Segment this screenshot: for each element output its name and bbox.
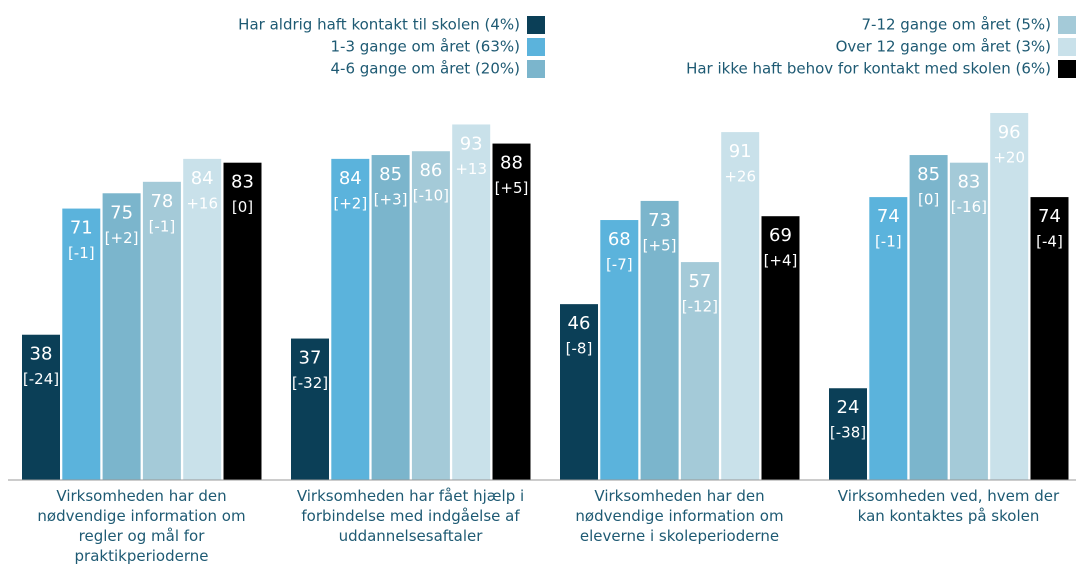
bar [102, 193, 141, 480]
bar [22, 334, 60, 480]
legend-label: 7-12 gange om året (5%) [861, 16, 1051, 34]
bar [640, 200, 679, 480]
legend-swatch [527, 38, 545, 56]
change-label: +13 [455, 160, 487, 178]
bar [331, 158, 370, 481]
change-label: [0] [232, 198, 253, 216]
bar [829, 388, 867, 480]
change-label: [-38] [830, 424, 866, 442]
x-tick-label: Virksomheden har den nødvendige informat… [575, 487, 784, 545]
legend-swatch [527, 60, 545, 78]
change-label: [-16] [951, 198, 987, 216]
change-label: [0] [918, 191, 939, 209]
change-label: [+5] [643, 236, 677, 254]
value-label: 78 [150, 191, 173, 212]
legend-swatch [527, 16, 545, 34]
bar [949, 162, 988, 481]
legend-label: Har ikke haft behov for kontakt med skol… [686, 60, 1051, 78]
bar [291, 338, 329, 480]
value-label: 46 [568, 313, 591, 334]
value-label: 96 [998, 122, 1021, 143]
x-tick-label: Virksomheden har den nødvendige informat… [37, 487, 246, 565]
bar [452, 124, 491, 480]
x-tick-label: Virksomheden ved, hvem der kan kontaktes… [837, 487, 1060, 525]
change-label: [-4] [1036, 233, 1063, 251]
legend-swatch [1058, 16, 1076, 34]
legend-swatch [1058, 60, 1076, 78]
x-tick-label: Virksomheden har fået hjælp i forbindels… [296, 487, 525, 545]
bar [223, 162, 262, 481]
bar [411, 151, 450, 481]
value-label: 38 [30, 344, 53, 365]
bar [1030, 197, 1069, 480]
change-label: [+3] [374, 191, 408, 209]
bar [492, 143, 531, 481]
legend-swatch [1058, 38, 1076, 56]
value-label: 91 [729, 141, 752, 162]
bar [560, 304, 598, 480]
value-label: 57 [688, 271, 711, 292]
change-label: [+2] [333, 194, 367, 212]
value-label: 24 [837, 397, 860, 418]
change-label: [+5] [495, 179, 529, 197]
value-label: 37 [299, 348, 322, 369]
change-label: [-32] [292, 374, 328, 392]
change-label: [-8] [566, 340, 593, 358]
bar [721, 132, 760, 480]
bar [990, 112, 1029, 480]
value-label: 69 [769, 225, 792, 246]
value-label: 84 [191, 168, 214, 189]
value-label: 74 [877, 206, 900, 227]
change-label: [-10] [413, 187, 449, 205]
change-label: [+4] [764, 252, 798, 270]
change-label: [-24] [23, 370, 59, 388]
legend-label: 4-6 gange om året (20%) [330, 60, 520, 78]
bar [62, 208, 101, 480]
bar [600, 220, 639, 480]
change-label: [-7] [606, 256, 633, 274]
bar [142, 181, 181, 480]
value-label: 71 [70, 218, 93, 239]
legend-label: Har aldrig haft kontakt til skolen (4%) [238, 16, 520, 34]
bar [869, 197, 908, 480]
change-label: [-12] [682, 298, 718, 316]
bar [909, 155, 948, 481]
value-label: 84 [339, 168, 362, 189]
change-label: [-1] [149, 217, 176, 235]
value-label: 85 [379, 164, 402, 185]
value-label: 85 [917, 164, 940, 185]
value-label: 86 [419, 160, 442, 181]
bar [183, 158, 222, 481]
change-label: [-1] [875, 233, 902, 251]
value-label: 68 [608, 229, 631, 250]
value-label: 73 [648, 210, 671, 231]
change-label: +26 [724, 168, 756, 186]
value-label: 83 [231, 172, 254, 193]
change-label: +16 [186, 194, 218, 212]
value-label: 75 [110, 202, 133, 223]
legend-label: Over 12 gange om året (3%) [836, 38, 1051, 56]
value-label: 74 [1038, 206, 1061, 227]
change-label: +20 [993, 148, 1025, 166]
bar [371, 155, 410, 481]
change-label: [+2] [105, 229, 139, 247]
legend-label: 1-3 gange om året (63%) [330, 38, 520, 56]
change-label: [-1] [68, 244, 95, 262]
value-label: 88 [500, 153, 523, 174]
value-label: 83 [957, 172, 980, 193]
bar [761, 216, 800, 480]
value-label: 93 [460, 133, 483, 154]
bar [680, 262, 719, 480]
